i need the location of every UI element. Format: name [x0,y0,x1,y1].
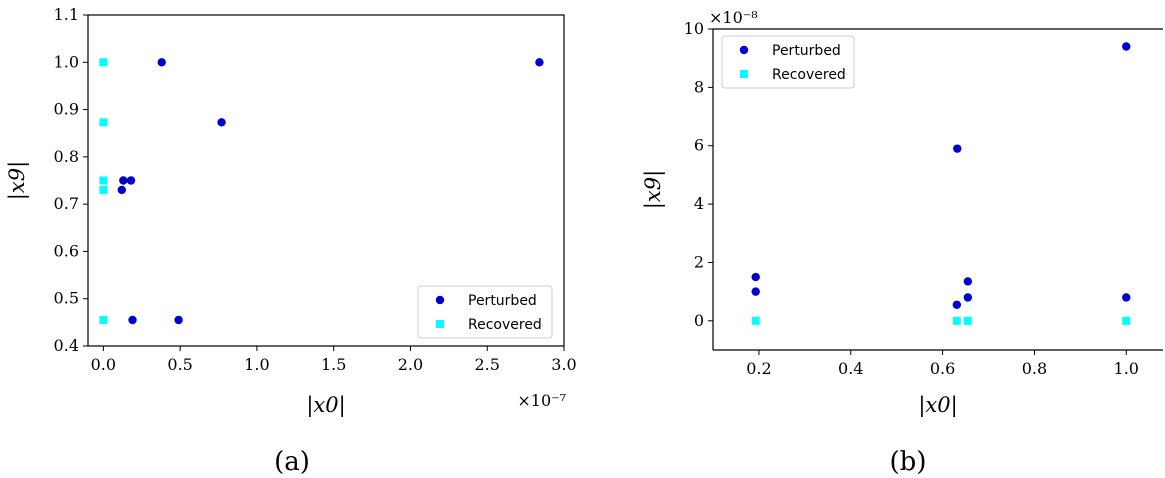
x-axis-label: |x0| [918,393,957,418]
x-tick-label: 1.5 [321,355,346,374]
x-tick-label: 3.0 [551,355,576,374]
data-point-recovered [1122,316,1131,325]
x-tick-label: 1.0 [244,355,269,374]
legend-box [721,35,855,89]
y-tick-label: 8 [694,77,704,96]
y-tick-label: 1.1 [54,5,79,24]
data-point-recovered [99,58,108,67]
x-tick-label: 0.2 [746,359,771,378]
data-point-recovered [99,315,108,324]
x-tick-label: 2.0 [398,355,423,374]
y-axis-label: |x9| [5,161,30,200]
legend-marker-recovered [740,70,748,78]
data-point-perturbed [157,58,166,67]
data-point-perturbed [119,176,128,185]
x-tick-label: 2.5 [474,355,499,374]
x-tick-label: 0.6 [930,359,955,378]
legend-marker-recovered [436,320,444,328]
y-tick-label: 10 [684,19,704,38]
data-point-recovered [99,185,108,194]
y-tick-label: 1.0 [54,52,79,71]
legend-marker-perturbed [435,295,445,305]
plot-frame [87,14,565,347]
data-point-perturbed [117,185,126,195]
chart-panel-b: 0.2 0.4 0.6 0.8 1.0 0 2 4 6 8 10 |x0| |x9| ×10⁻⁸ Pertu… [641,8,1163,477]
legend: Perturbed Recovered [721,35,855,89]
y-tick-label: 0.7 [54,194,79,213]
x-tick-label: 0.8 [1022,359,1047,378]
y-tick-label: 0 [694,311,704,330]
y-tick-label: 0.4 [54,336,79,355]
y-tick-label: 0.6 [54,241,79,260]
y-tick-label: 0.8 [54,147,79,166]
data-point-recovered [99,176,108,185]
data-point-perturbed [751,272,760,282]
panel-caption: (b) [890,447,927,477]
legend-label-perturbed: Perturbed [772,43,841,59]
data-point-perturbed [174,315,183,325]
data-point-perturbed [535,58,544,67]
x-tick-label: 0.0 [91,355,116,374]
data-point-perturbed [953,144,962,153]
legend-label-perturbed: Perturbed [468,293,537,309]
x-tick-label: 0.4 [838,359,863,378]
data-point-recovered [99,118,108,127]
legend-marker-perturbed [739,45,749,55]
scale-multiplier: ×10⁻⁷ [517,391,566,410]
x-tick-label: 0.5 [167,355,192,374]
data-point-recovered [963,316,972,325]
legend-label-recovered: Recovered [468,317,542,333]
y-axis-label: |x9| [641,170,666,209]
data-point-perturbed [128,315,137,325]
data-point-perturbed [217,118,226,127]
y-tick-label: 0.9 [54,100,79,119]
data-point-perturbed [963,277,973,286]
legend-box [417,285,553,339]
data-point-perturbed [1122,293,1131,302]
data-point-perturbed [1122,42,1131,51]
legend-label-recovered: Recovered [772,67,846,83]
data-point-recovered [952,316,961,325]
data-point-perturbed [751,287,760,296]
y-tick-label: 6 [694,136,704,155]
x-axis-label: |x0| [306,393,345,418]
y-tick-label: 4 [694,194,704,213]
data-point-perturbed [126,176,136,185]
chart-panel-a: 0.0 0.5 1.0 1.5 2.0 2.5 3.0 0.4 0.5 0.6 0.7 0.8 0.9 1… [5,5,577,477]
data-point-perturbed [963,293,973,302]
legend: Perturbed Recovered [417,285,553,339]
scale-multiplier: ×10⁻⁸ [709,8,758,27]
x-tick-label: 1.0 [1114,359,1139,378]
data-point-recovered [751,316,760,325]
panel-caption: (a) [274,447,310,477]
data-point-perturbed [952,300,962,309]
y-tick-label: 2 [694,252,704,271]
y-tick-label: 0.5 [54,289,79,308]
